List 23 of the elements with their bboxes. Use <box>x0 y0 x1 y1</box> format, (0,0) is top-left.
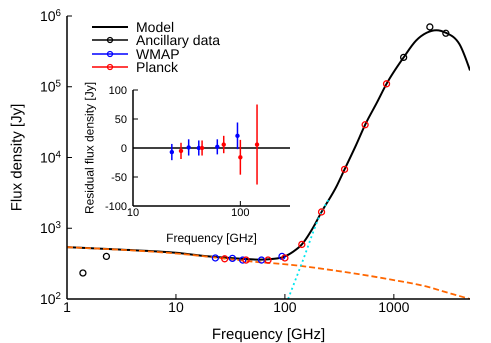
x-tick-label: 1000 <box>378 299 410 315</box>
legend-label: WMAP <box>136 46 180 62</box>
y-tick-label: 0 <box>120 142 127 155</box>
y-tick-label: 10$^{2}$ <box>40 290 61 307</box>
legend-label: Ancillary data <box>136 32 220 48</box>
y-tick-label: -100 <box>104 200 127 213</box>
legend-label: Planck <box>136 59 178 76</box>
legend-label: Model <box>136 18 174 35</box>
y-tick-label: 10$^{4}$ <box>40 148 62 166</box>
y-tick-label: -50 <box>111 172 127 184</box>
x-axis-title: Frequency [GHz] <box>166 231 257 245</box>
x-tick-label: 100 <box>273 299 297 315</box>
x-tick-label: 10 <box>126 207 140 219</box>
y-tick-label: 50 <box>114 114 127 126</box>
y-axis-title: Flux density [Jy] <box>8 104 26 212</box>
x-tick-label: 1 <box>63 299 72 315</box>
x-tick-label: 10 <box>168 299 184 315</box>
y-tick-label: 10$^{3}$ <box>40 220 62 236</box>
y-tick-label: 100 <box>108 84 127 97</box>
y-axis-title: Residual flux density [Jy] <box>82 82 96 214</box>
y-tick-label: 10$^{5}$ <box>40 78 62 95</box>
x-axis-title: Frequency [GHz] <box>212 326 326 343</box>
y-tick-label: 10$^{6}$ <box>40 7 62 24</box>
